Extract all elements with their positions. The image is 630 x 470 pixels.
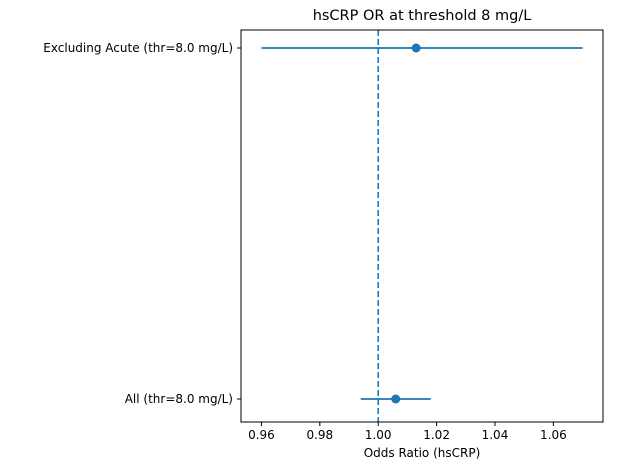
y-tick-label: All (thr=8.0 mg/L) <box>125 392 233 406</box>
x-axis-label: Odds Ratio (hsCRP) <box>364 446 481 460</box>
x-tick-label: 0.96 <box>248 428 275 442</box>
x-tick-label: 1.04 <box>482 428 509 442</box>
chart-marks: 0.96 0.98 1.00 1.02 1.04 1.06 Excluding Acute … <box>43 30 583 442</box>
x-tick-label: 0.98 <box>306 428 333 442</box>
plot-frame <box>240 29 604 423</box>
plot-area <box>241 30 603 422</box>
chart-title: hsCRP OR at threshold 8 mg/L <box>313 8 532 24</box>
point-estimate <box>411 43 421 53</box>
x-tick-label: 1.06 <box>540 428 567 442</box>
x-tick-label: 1.02 <box>423 428 450 442</box>
point-estimate <box>391 394 401 404</box>
x-tick-label: 1.00 <box>365 428 392 442</box>
y-tick-label: Excluding Acute (thr=8.0 mg/L) <box>43 41 233 55</box>
